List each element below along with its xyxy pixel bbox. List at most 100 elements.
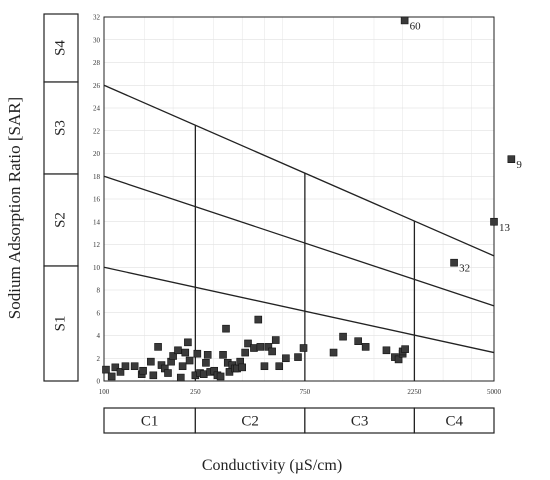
data-point bbox=[107, 372, 116, 381]
salinity-class-box bbox=[304, 407, 415, 434]
sodium-class-label: S1 bbox=[52, 316, 68, 332]
sodium-class-box bbox=[43, 13, 79, 83]
y-tick-label: 8 bbox=[97, 287, 101, 295]
y-axis-label: Sodium Adsorption Ratio [SAR] bbox=[5, 97, 24, 319]
data-point bbox=[294, 353, 302, 361]
salinity-class-label: C1 bbox=[141, 414, 159, 430]
data-label: 13 bbox=[499, 222, 511, 234]
y-tick-label: 2 bbox=[97, 355, 101, 363]
data-point bbox=[401, 345, 409, 353]
data-point bbox=[339, 332, 347, 341]
x-axis-label: Conductivity (µS/cm) bbox=[202, 457, 342, 474]
salinity-class-label: C4 bbox=[445, 414, 463, 430]
sodium-boundary-line bbox=[103, 175, 495, 307]
y-tick-label: 10 bbox=[93, 264, 101, 272]
data-points: 60 32 9 13 bbox=[102, 16, 522, 382]
y-tick-label: 16 bbox=[93, 196, 101, 204]
data-point bbox=[184, 338, 192, 347]
y-tick-label: 32 bbox=[93, 14, 101, 22]
data-point bbox=[202, 358, 210, 367]
data-point bbox=[203, 351, 212, 359]
data-point bbox=[507, 155, 516, 163]
data-point bbox=[164, 369, 172, 377]
sodium-class-box bbox=[43, 265, 79, 382]
data-point bbox=[361, 343, 370, 351]
data-point bbox=[111, 363, 120, 372]
data-point bbox=[275, 362, 284, 371]
sodium-class-box bbox=[43, 173, 79, 267]
data-point bbox=[238, 363, 247, 372]
y-tick-label: 4 bbox=[97, 332, 101, 340]
data-point bbox=[222, 324, 230, 333]
sodium-boundary-line bbox=[103, 266, 495, 354]
data-point bbox=[219, 351, 227, 359]
sodium-boundary-line bbox=[103, 84, 495, 257]
sodium-hazard-lines bbox=[103, 84, 495, 354]
y-tick-label: 24 bbox=[93, 105, 101, 113]
sodium-class-label: S3 bbox=[52, 120, 68, 136]
data-point bbox=[254, 315, 263, 324]
x-tick-label: 5000 bbox=[487, 388, 502, 396]
salinity-class-box bbox=[413, 407, 495, 434]
data-point bbox=[299, 344, 308, 352]
data-label: 32 bbox=[459, 263, 470, 275]
data-point bbox=[149, 371, 158, 380]
sodium-class-label: S4 bbox=[52, 40, 68, 56]
data-point bbox=[268, 347, 276, 356]
sodium-class-label: S2 bbox=[52, 212, 68, 228]
x-tick-label: 100 bbox=[99, 388, 110, 396]
y-tick-label: 14 bbox=[93, 218, 101, 226]
data-point bbox=[354, 337, 362, 345]
data-point bbox=[181, 348, 190, 357]
x-tick-labels: 100 250 750 2250 5000 bbox=[99, 388, 502, 396]
data-point bbox=[282, 354, 290, 363]
sodium-class-boxes: S4 S3 S2 S1 bbox=[43, 13, 79, 382]
data-point bbox=[130, 362, 139, 371]
y-tick-label: 22 bbox=[93, 127, 101, 135]
data-point bbox=[329, 348, 338, 357]
salinity-class-label: C3 bbox=[351, 414, 369, 430]
y-tick-label: 20 bbox=[93, 150, 101, 158]
data-point bbox=[176, 373, 185, 382]
data-point bbox=[178, 362, 187, 371]
data-point bbox=[256, 343, 265, 351]
data-point bbox=[199, 370, 208, 378]
data-point bbox=[154, 343, 162, 351]
y-tick-label: 12 bbox=[93, 241, 101, 249]
data-point bbox=[244, 339, 252, 348]
salinity-class-boxes: C1 C2 C3 C4 bbox=[103, 407, 495, 434]
y-tick-label: 26 bbox=[93, 82, 101, 90]
data-point bbox=[216, 372, 225, 381]
y-tick-label: 30 bbox=[93, 36, 101, 44]
data-point bbox=[400, 16, 409, 25]
data-point bbox=[450, 258, 458, 267]
data-point bbox=[260, 362, 269, 371]
data-point bbox=[394, 355, 403, 364]
data-label: 9 bbox=[516, 159, 522, 171]
y-tick-label: 18 bbox=[93, 173, 101, 181]
data-point bbox=[139, 366, 147, 375]
grid-lines bbox=[104, 16, 494, 382]
y-tick-label: 0 bbox=[97, 378, 101, 386]
data-point bbox=[382, 346, 391, 355]
data-point bbox=[121, 362, 130, 371]
data-point bbox=[271, 336, 280, 344]
data-label: 60 bbox=[410, 20, 422, 32]
data-point bbox=[193, 349, 202, 358]
plot-frame bbox=[103, 16, 495, 382]
x-tick-label: 750 bbox=[300, 388, 311, 396]
data-point bbox=[490, 217, 498, 226]
salinity-class-label: C2 bbox=[241, 414, 259, 430]
class-boundaries bbox=[194, 125, 416, 381]
data-point bbox=[116, 368, 125, 376]
data-point bbox=[147, 357, 155, 366]
salinity-class-box bbox=[194, 407, 306, 434]
x-tick-label: 2250 bbox=[407, 388, 422, 396]
data-point bbox=[250, 344, 258, 352]
data-point bbox=[169, 352, 177, 360]
data-point bbox=[102, 365, 110, 374]
x-tick-label: 250 bbox=[190, 388, 201, 396]
y-tick-label: 6 bbox=[97, 309, 101, 317]
